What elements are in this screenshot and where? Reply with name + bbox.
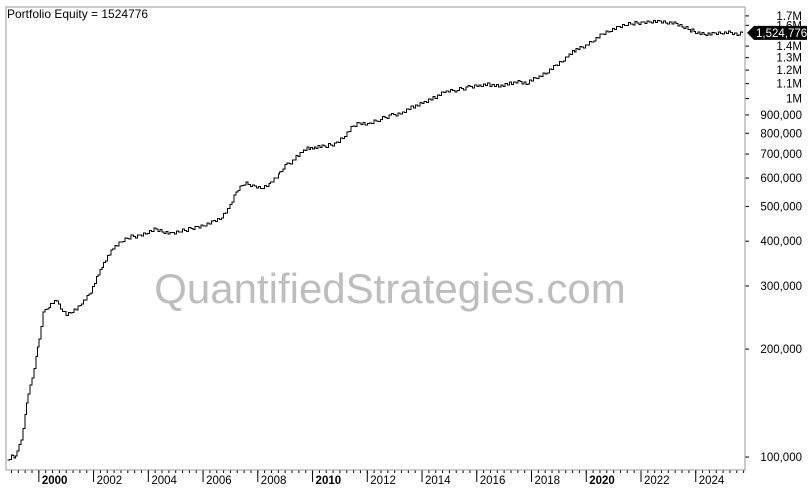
x-tick-label: 2018 <box>535 475 561 487</box>
y-tick-label: 300,000 <box>760 281 802 293</box>
y-tick-label: 200,000 <box>760 344 802 356</box>
x-tick-label: 2010 <box>316 475 342 487</box>
x-tick-label: 2008 <box>261 475 287 487</box>
badge-shape <box>747 25 807 40</box>
last-value-badge: 1,524,776 <box>747 25 807 40</box>
y-tick-label: 1.3M <box>776 53 802 65</box>
x-tick-label: 2012 <box>370 475 396 487</box>
y-tick-label: 500,000 <box>760 201 802 213</box>
watermark: QuantifiedStrategies.com <box>154 265 626 312</box>
y-tick-label: 600,000 <box>760 173 802 185</box>
y-tick-label: 900,000 <box>760 110 802 122</box>
y-tick-label: 800,000 <box>760 128 802 140</box>
x-tick-label: 2024 <box>699 475 725 487</box>
equity-series-line <box>7 19 743 461</box>
y-tick-label: 1M <box>786 94 802 106</box>
y-tick-label: 1.7M <box>776 11 802 23</box>
plot-frame <box>5 6 746 471</box>
x-tick-label: 2020 <box>589 475 615 487</box>
y-tick-label: 700,000 <box>760 149 802 161</box>
x-tick-label: 2000 <box>42 475 68 487</box>
y-tick-label: 1.2M <box>776 65 802 77</box>
y-tick-label: 1.1M <box>776 79 802 91</box>
x-tick-label: 2016 <box>480 475 506 487</box>
y-tick-label: 400,000 <box>760 236 802 248</box>
x-tick-label: 2004 <box>151 475 177 487</box>
y-tick-label: 100,000 <box>760 452 802 464</box>
x-tick-label: 2002 <box>97 475 123 487</box>
x-axis: 2000 2002 2004 2006 2008 2010 2012 2014 2016 2018… <box>10 470 745 487</box>
x-tick-label: 2022 <box>644 475 670 487</box>
x-tick-label: 2006 <box>206 475 232 487</box>
last-value-label: 1,524,776 <box>756 28 807 40</box>
legend-label: Portfolio Equity = 1524776 <box>7 7 148 21</box>
y-tick-label: 1.4M <box>776 41 802 53</box>
x-tick-label: 2014 <box>425 475 451 487</box>
